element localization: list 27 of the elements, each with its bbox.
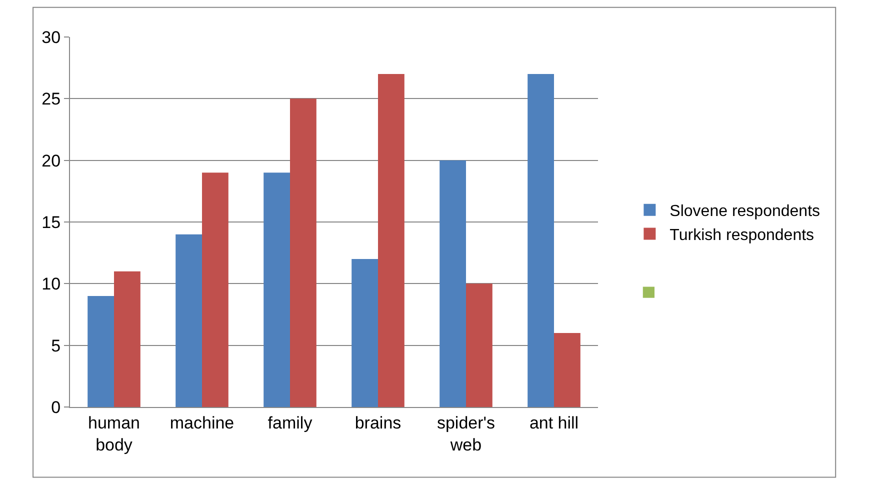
x-tick-label: spider's web (436, 413, 496, 454)
x-tick-label: ant hill (529, 413, 579, 432)
legend-label: Turkish respondents (670, 226, 814, 244)
bar (114, 271, 140, 407)
bar (466, 284, 492, 407)
y-tick-label: 25 (42, 90, 61, 109)
x-tick-label: machine (170, 413, 234, 432)
x-tick-label: human body (88, 413, 140, 454)
x-tick-label: brains (354, 413, 402, 432)
bar (264, 172, 290, 407)
bar (290, 98, 316, 407)
bar (202, 172, 228, 407)
bar (352, 259, 378, 407)
bar (528, 74, 554, 407)
y-tick-label: 10 (42, 274, 61, 294)
bar (378, 74, 404, 407)
bar (440, 160, 466, 407)
x-tick-label: family (268, 413, 313, 432)
y-tick-label: 20 (42, 151, 61, 170)
bar (554, 333, 580, 407)
bar (88, 296, 114, 407)
legend-label: Slovene respondents (670, 203, 820, 220)
y-tick-label: 5 (51, 336, 61, 356)
y-tick-label: 15 (42, 212, 61, 232)
y-tick-label: 30 (42, 28, 61, 47)
y-tick-label: 0 (51, 398, 61, 417)
bar (176, 234, 202, 407)
